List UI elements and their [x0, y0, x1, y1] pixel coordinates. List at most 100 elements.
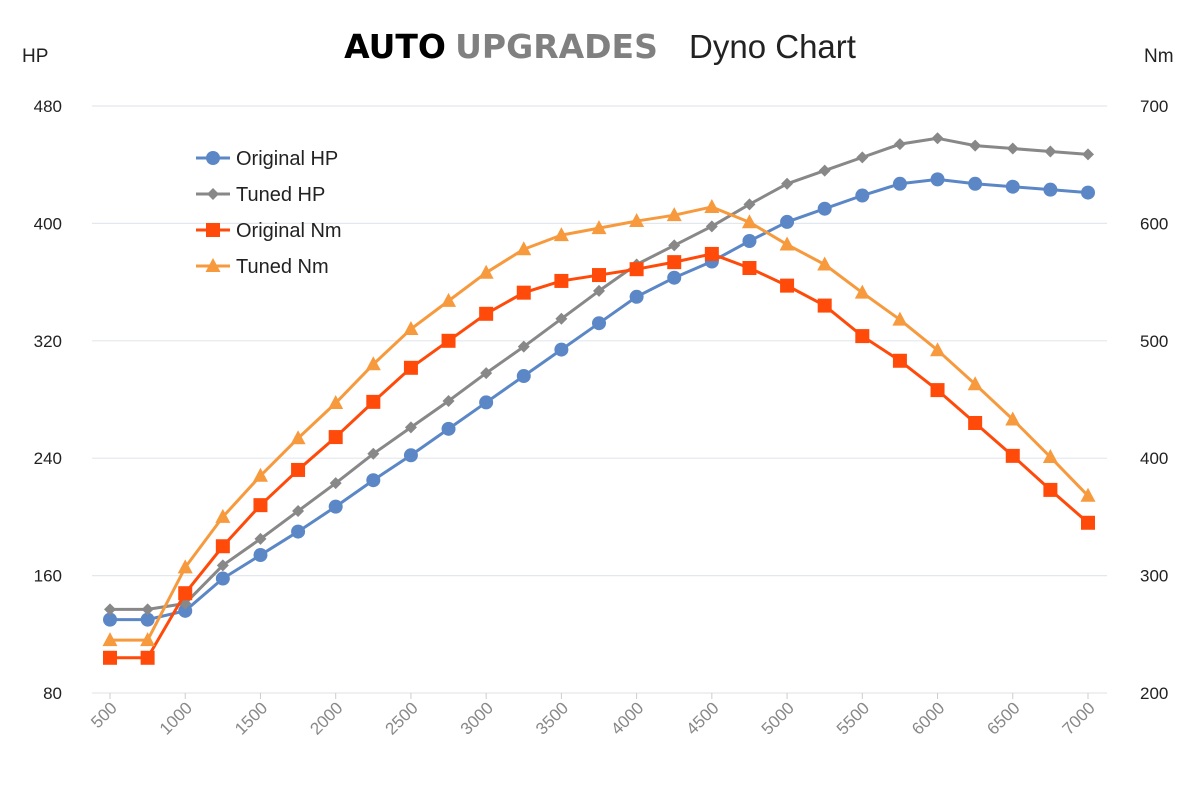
data-point-original-hp — [403, 448, 418, 463]
data-point-original-hp — [1043, 182, 1058, 197]
data-point-original-hp — [817, 201, 832, 216]
series-tuned-hp — [104, 132, 1094, 616]
brand-auto: AUTO — [344, 27, 446, 66]
data-point-tuned-nm — [1080, 487, 1096, 502]
data-point-original-hp — [742, 234, 757, 249]
y-left-tick-label: 400 — [34, 214, 62, 233]
legend-marker — [205, 258, 221, 272]
data-point-tuned-nm — [328, 395, 344, 410]
data-point-original-hp — [140, 612, 155, 627]
data-point-original-nm — [667, 255, 682, 270]
data-point-original-nm — [1005, 448, 1020, 463]
x-tick-label: 1500 — [231, 698, 271, 738]
data-point-tuned-nm — [215, 508, 231, 523]
data-point-original-hp — [366, 473, 381, 488]
data-point-original-nm — [855, 329, 870, 344]
x-tick-label: 500 — [87, 698, 120, 731]
data-point-tuned-hp — [1006, 142, 1019, 155]
data-point-tuned-nm — [666, 207, 682, 222]
data-point-original-hp — [592, 316, 606, 331]
data-point-original-hp — [855, 188, 870, 203]
legend-item-tuned-hp: Tuned HP — [196, 184, 325, 206]
data-point-tuned-hp — [517, 340, 530, 353]
y-left-tick-label: 240 — [34, 449, 62, 468]
legend-label: Tuned HP — [236, 184, 325, 206]
data-point-tuned-nm — [779, 236, 795, 251]
left-axis-unit: HP — [22, 46, 48, 67]
legend-marker — [206, 151, 220, 165]
data-point-tuned-nm — [854, 284, 870, 299]
data-point-original-hp — [253, 548, 268, 563]
data-point-tuned-nm — [177, 559, 193, 574]
data-point-tuned-nm — [403, 321, 419, 336]
data-point-original-hp — [328, 499, 343, 514]
data-point-original-nm — [780, 278, 795, 293]
data-point-original-nm — [516, 285, 531, 300]
data-point-tuned-hp — [367, 447, 380, 460]
data-point-tuned-hp — [141, 603, 154, 616]
data-point-original-nm — [103, 650, 117, 665]
data-point-original-nm — [479, 306, 494, 321]
data-point-original-hp — [667, 270, 682, 285]
data-point-tuned-nm — [553, 227, 569, 242]
data-point-tuned-hp — [216, 559, 229, 572]
data-point-tuned-hp — [404, 421, 417, 434]
x-tick-label: 6000 — [908, 698, 948, 738]
data-point-tuned-hp — [480, 367, 493, 380]
data-point-tuned-nm — [591, 220, 607, 235]
series-original-hp — [103, 172, 1095, 627]
series-line-original-nm — [110, 252, 1089, 660]
title-dyno-chart: Dyno Chart — [689, 28, 856, 65]
data-point-original-hp — [215, 571, 230, 586]
y-left-tick-label: 320 — [34, 332, 62, 351]
data-point-tuned-nm — [365, 356, 381, 371]
data-point-original-nm — [328, 430, 343, 445]
data-point-tuned-hp — [254, 532, 267, 545]
x-tick-label: 2000 — [306, 698, 346, 738]
data-point-original-hp — [968, 176, 983, 191]
legend-label: Original HP — [236, 148, 338, 170]
data-point-original-nm — [441, 333, 456, 348]
data-point-original-nm — [592, 268, 606, 283]
legend-marker — [206, 223, 220, 237]
y-left-tick-label: 160 — [34, 567, 62, 586]
data-point-tuned-nm — [441, 292, 457, 307]
data-point-tuned-hp — [1082, 148, 1094, 161]
data-point-original-nm — [366, 394, 381, 409]
data-point-tuned-hp — [893, 138, 906, 151]
data-point-tuned-hp — [705, 220, 718, 233]
x-tick-label: 2500 — [382, 698, 422, 738]
legend-item-original-hp: Original HP — [196, 148, 338, 170]
y-left-tick-label: 480 — [34, 97, 62, 116]
data-point-tuned-nm — [140, 632, 156, 647]
data-point-original-nm — [554, 273, 569, 288]
y-right-tick-label: 700 — [1140, 97, 1168, 116]
data-point-tuned-hp — [104, 603, 116, 616]
data-point-tuned-hp — [743, 198, 756, 211]
x-tick-label: 6500 — [983, 698, 1023, 738]
data-point-original-nm — [930, 383, 945, 398]
data-point-tuned-nm — [967, 376, 983, 391]
legend-marker — [207, 188, 219, 200]
data-point-original-nm — [629, 262, 644, 277]
data-point-tuned-hp — [555, 312, 568, 325]
x-tick-label: 1000 — [156, 698, 196, 738]
data-point-tuned-nm — [704, 198, 720, 213]
x-tick-label: 3000 — [457, 698, 497, 738]
x-tick-label: 3500 — [532, 698, 572, 738]
y-left-tick-label: 80 — [43, 684, 62, 703]
data-point-tuned-hp — [292, 505, 305, 518]
y-right-tick-label: 200 — [1140, 684, 1168, 703]
legend-label: Original Nm — [236, 220, 342, 242]
chart-title: AUTO UPGRADES Dyno Chart — [344, 27, 856, 66]
series-tuned-nm — [102, 198, 1096, 647]
y-right-tick-label: 600 — [1140, 214, 1168, 233]
data-point-tuned-nm — [817, 256, 833, 271]
data-point-tuned-nm — [741, 214, 757, 229]
data-point-original-nm — [140, 650, 155, 665]
data-point-tuned-nm — [478, 264, 494, 279]
data-point-original-nm — [892, 353, 907, 368]
data-point-original-nm — [291, 462, 306, 477]
